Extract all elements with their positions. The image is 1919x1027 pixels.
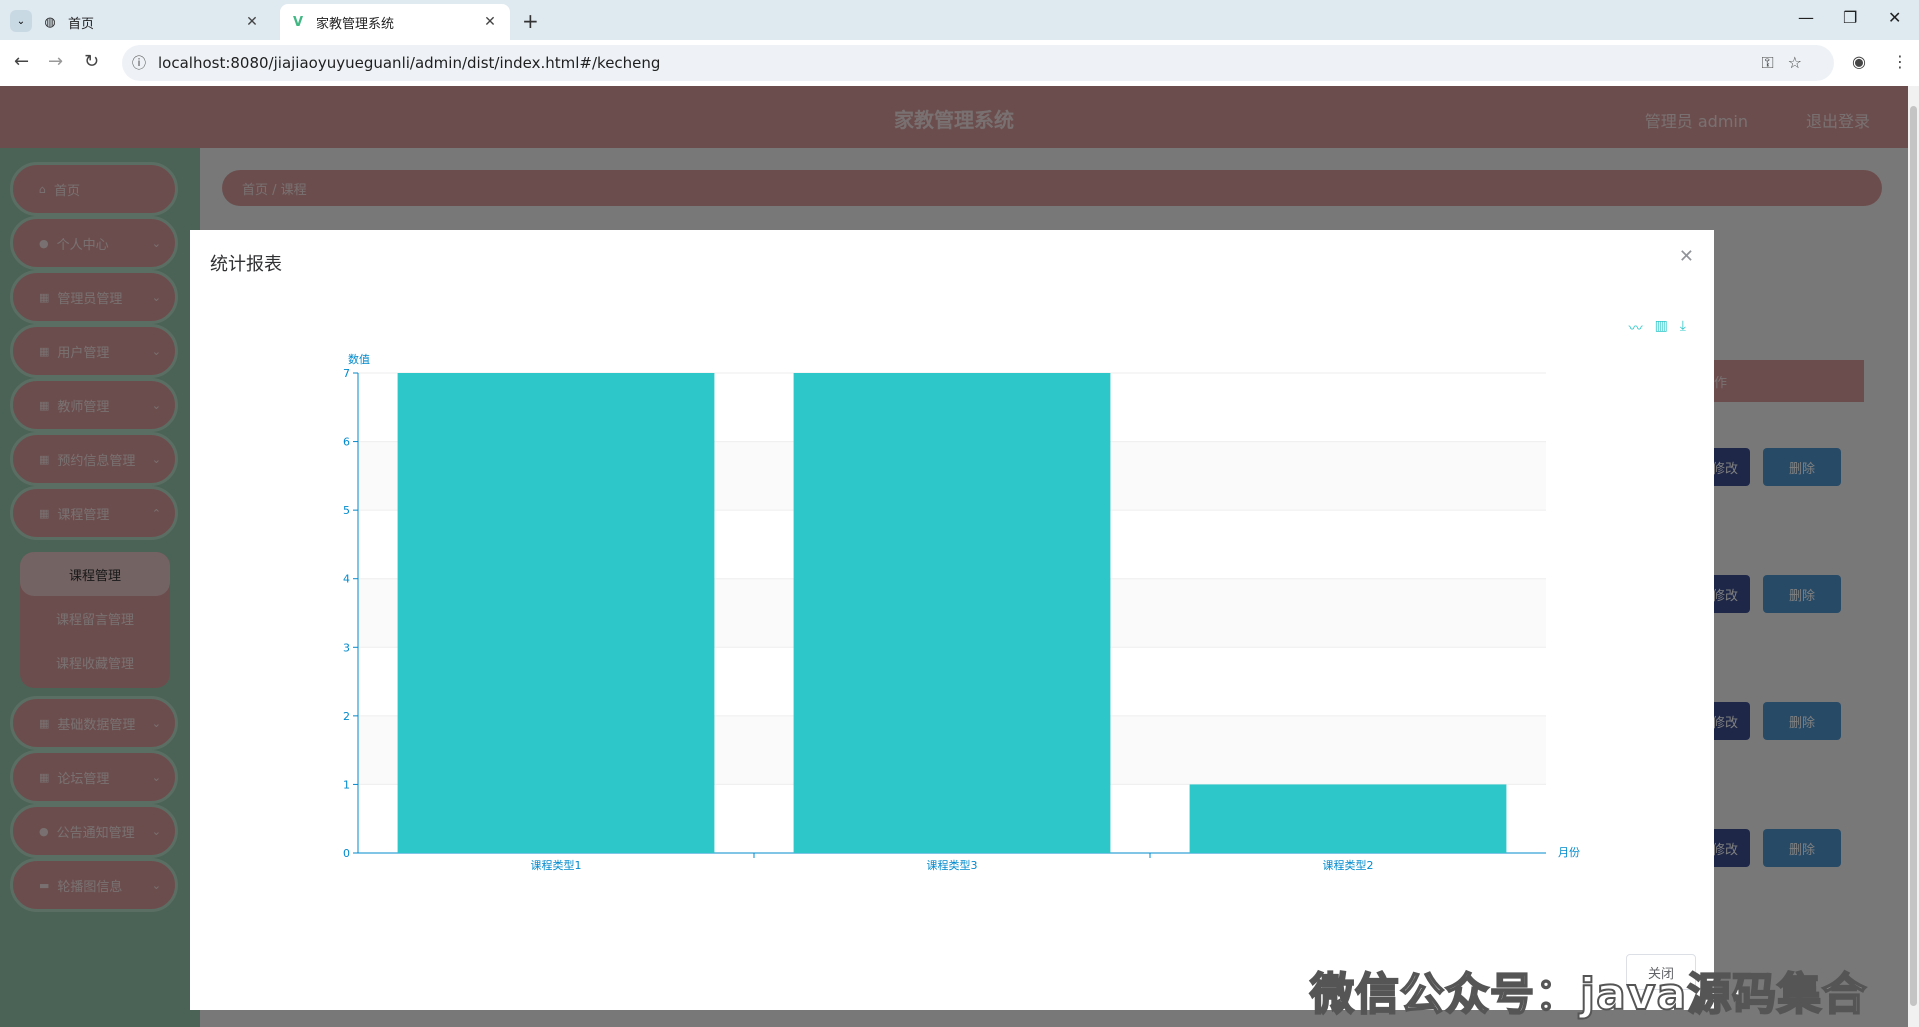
y-tick-label: 2 [343,710,350,723]
page-scrollbar[interactable] [1908,86,1919,1027]
reload-icon[interactable]: ↻ [84,51,100,72]
y-tick-label: 7 [343,367,350,380]
y-axis-label: 数值 [348,353,370,366]
minimize-icon[interactable]: — [1798,8,1814,27]
chart-bar [1189,784,1507,853]
x-tick-label: 课程类型1 [531,858,582,872]
window-close-icon[interactable]: ✕ [1888,8,1902,27]
y-tick-label: 3 [343,641,350,654]
tab-close-icon[interactable]: ✕ [484,14,496,30]
profile-icon[interactable]: ◉ [1852,52,1866,71]
forward-icon[interactable]: → [48,51,64,72]
address-bar[interactable]: ⓘ localhost:8080/jiajiaoyuyueguanli/admi… [122,45,1834,81]
y-tick-label: 6 [343,436,350,449]
key-icon[interactable]: ⚿ [1761,53,1788,72]
tab-title: 家教管理系统 [316,16,395,32]
bar-chart-icon[interactable]: ▥ [1654,318,1668,334]
chart-bar [397,373,715,853]
tab-search-icon[interactable]: ⌄ [10,10,32,32]
new-tab-icon[interactable]: + [522,9,539,33]
browser-toolbar: ← → ↻ ⓘ localhost:8080/jiajiaoyuyueguanl… [0,40,1919,86]
back-icon[interactable]: ← [14,51,30,72]
x-tick-label: 课程类型3 [927,858,978,872]
restore-icon[interactable]: ❐ [1843,8,1858,27]
y-tick-label: 5 [343,504,350,517]
scrollbar-thumb[interactable] [1910,106,1917,1006]
vue-logo-icon: V [292,14,304,30]
stats-dialog: 统计报表 ✕ 〰 ▥ ⤓ 0 1 2 3 4 5 6 7 课程类型1 课程类型3 课程类型2 数值月份… [190,230,1714,1010]
browser-tab-active[interactable]: V 家教管理系统 ✕ [280,4,510,40]
bookmark-star-icon[interactable]: ☆ [1787,53,1816,72]
x-tick-label: 课程类型2 [1323,858,1374,872]
chart-toolbox: 〰 ▥ ⤓ [1629,318,1686,338]
y-tick-label: 0 [343,847,350,860]
omnibox-actions: ⚿☆ [1761,53,1816,73]
download-icon[interactable]: ⤓ [1679,318,1686,334]
watermark-text: 微信公众号：java源码集合 [1309,968,1868,1021]
close-icon[interactable]: ✕ [1678,246,1694,267]
globe-icon: ◍ [44,14,56,30]
browser-tab-home[interactable]: ◍ 首页 ✕ [32,4,272,40]
more-menu-icon[interactable]: ⋮ [1892,52,1908,71]
close-button[interactable]: 关闭 [1626,954,1696,990]
tab-title: 首页 [68,16,95,32]
url-text: localhost:8080/jiajiaoyuyueguanli/admin/… [158,54,661,72]
site-info-icon[interactable]: ⓘ [132,56,146,72]
dialog-title: 统计报表 [210,254,282,275]
y-tick-label: 1 [343,778,350,791]
line-chart-icon[interactable]: 〰 [1628,321,1643,337]
y-tick-label: 4 [343,573,350,586]
x-axis-label: 月份 [1558,846,1580,859]
browser-tabstrip: ⌄ ◍ 首页 ✕ V 家教管理系统 ✕ + — ❐ ✕ [0,0,1919,40]
chart-bar [793,373,1111,853]
tab-close-icon[interactable]: ✕ [246,14,258,30]
